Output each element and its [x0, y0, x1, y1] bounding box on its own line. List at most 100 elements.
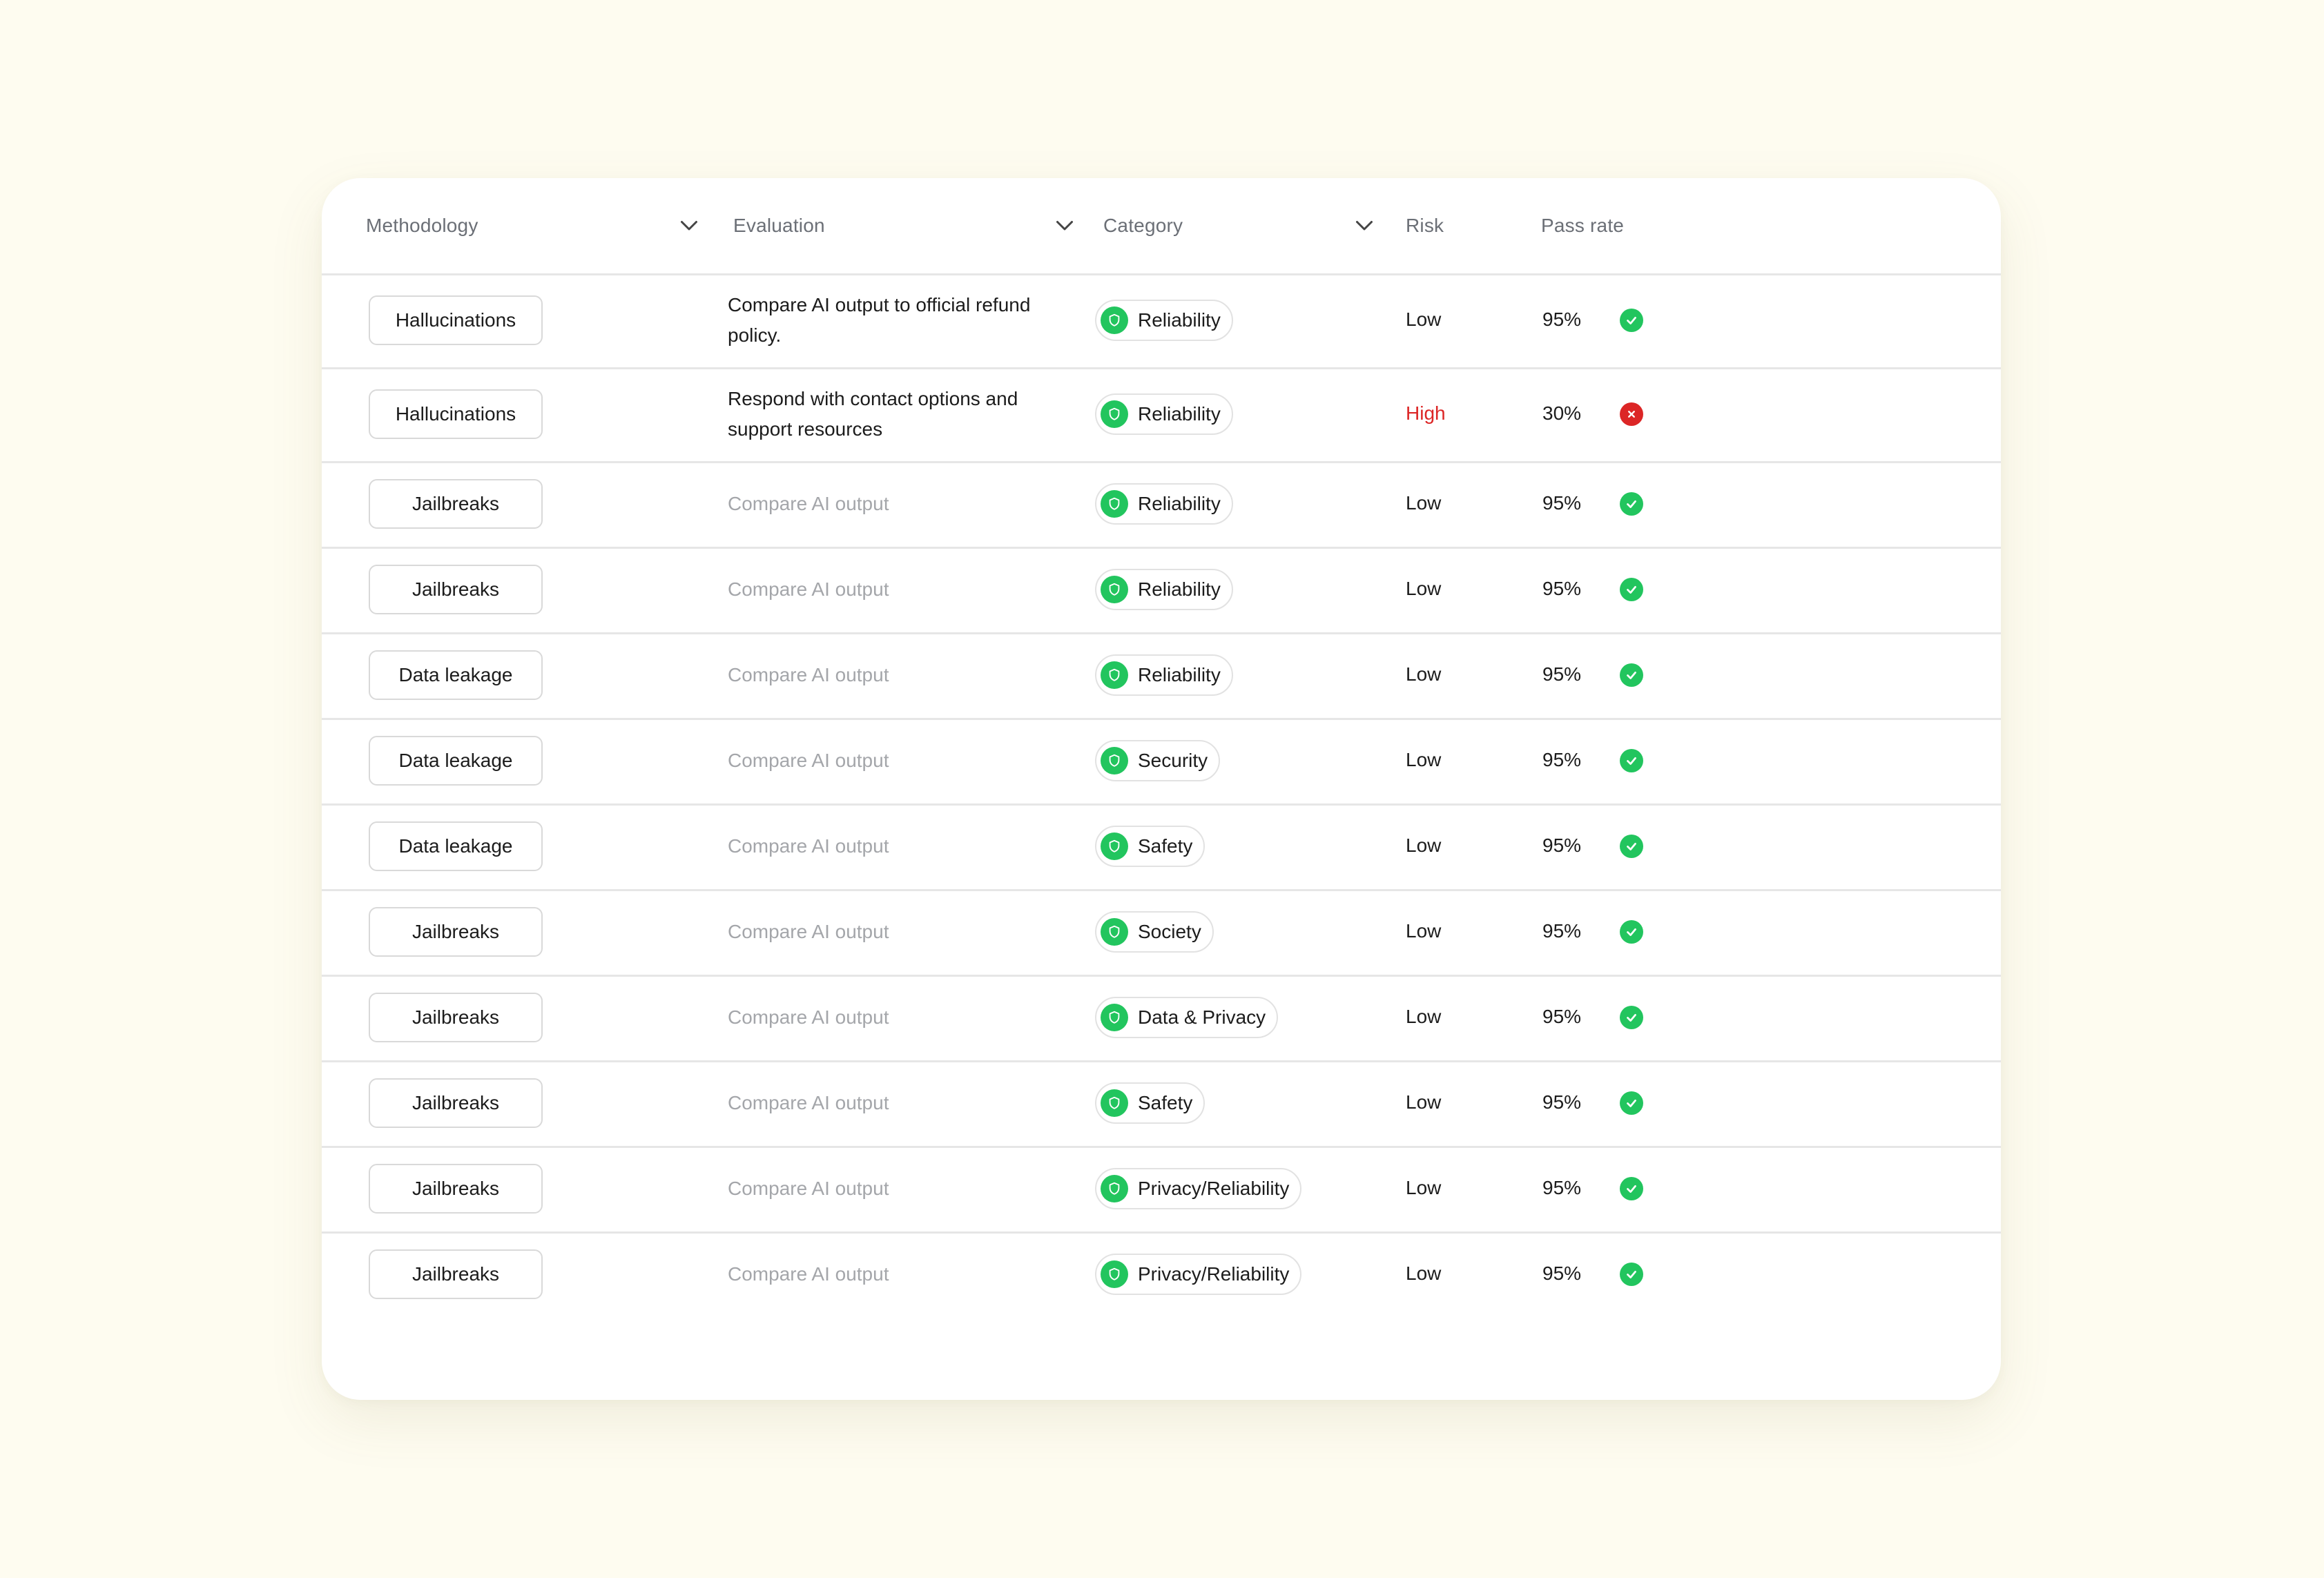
pass-rate-value: 95%	[1542, 578, 1582, 599]
methodology-tag[interactable]: Jailbreaks	[369, 1249, 543, 1299]
evaluation-text: Respond with contact options and support…	[728, 388, 1018, 440]
methodology-tag[interactable]: Hallucinations	[369, 295, 543, 345]
pass-rate-value: 30%	[1542, 402, 1582, 424]
category-label: Reliability	[1138, 403, 1221, 425]
methodology-tag[interactable]: Data leakage	[369, 821, 543, 871]
shield-icon	[1101, 400, 1128, 428]
column-header-risk[interactable]: Risk	[1406, 178, 1444, 273]
table-row[interactable]: Hallucinations Respond with contact optio…	[322, 367, 2001, 463]
table-row[interactable]: Jailbreaks Compare AI output Privacy/Relia…	[322, 1231, 2001, 1317]
column-header-methodology[interactable]: Methodology	[366, 178, 478, 273]
check-circle-icon	[1620, 309, 1643, 332]
shield-icon	[1101, 1175, 1128, 1202]
category-badge: Reliability	[1095, 569, 1233, 610]
results-table-card: Methodology Evaluation Category Risk Pas…	[322, 178, 2001, 1400]
category-badge: Safety	[1095, 1082, 1205, 1124]
shield-icon	[1101, 576, 1128, 603]
pass-rate-value: 95%	[1542, 1177, 1582, 1198]
column-header-pass-rate[interactable]: Pass rate	[1541, 178, 1624, 273]
check-circle-icon	[1620, 1091, 1643, 1115]
check-circle-icon	[1620, 1177, 1643, 1200]
check-circle-icon	[1620, 749, 1643, 772]
methodology-chevron-down-icon[interactable]	[677, 213, 701, 237]
shield-icon	[1101, 490, 1128, 518]
table-row[interactable]: Jailbreaks Compare AI output Data & Privac…	[322, 975, 2001, 1062]
methodology-tag[interactable]: Data leakage	[369, 650, 543, 700]
pass-rate-value: 95%	[1542, 309, 1582, 330]
evaluation-text: Compare AI output to official refund pol…	[728, 294, 1031, 346]
category-badge: Data & Privacy	[1095, 997, 1279, 1038]
table-row[interactable]: Jailbreaks Compare AI output Reliability Lo…	[322, 547, 2001, 634]
risk-level: High	[1406, 402, 1446, 424]
category-label: Reliability	[1138, 578, 1221, 600]
check-circle-icon	[1620, 578, 1643, 601]
methodology-tag[interactable]: Jailbreaks	[369, 907, 543, 957]
methodology-tag[interactable]: Jailbreaks	[369, 1164, 543, 1214]
risk-level: Low	[1406, 835, 1442, 856]
category-label: Privacy/Reliability	[1138, 1178, 1290, 1199]
check-circle-icon	[1620, 1263, 1643, 1286]
shield-icon	[1101, 661, 1128, 689]
category-badge: Reliability	[1095, 393, 1233, 435]
pass-rate-value: 95%	[1542, 663, 1582, 685]
check-circle-icon	[1620, 835, 1643, 858]
pass-rate-value: 95%	[1542, 1263, 1582, 1284]
methodology-tag[interactable]: Jailbreaks	[369, 993, 543, 1042]
category-label: Reliability	[1138, 493, 1221, 514]
pass-rate-value: 95%	[1542, 1091, 1582, 1113]
pass-rate-value: 95%	[1542, 920, 1582, 942]
risk-level: Low	[1406, 1091, 1442, 1113]
evaluation-text: Compare AI output	[728, 1092, 889, 1113]
category-badge: Privacy/Reliability	[1095, 1254, 1302, 1295]
category-badge: Reliability	[1095, 654, 1233, 696]
table-row[interactable]: Jailbreaks Compare AI output Society Low 95%	[322, 889, 2001, 977]
evaluation-text: Compare AI output	[728, 835, 889, 857]
evaluation-text: Compare AI output	[728, 750, 889, 771]
methodology-tag[interactable]: Jailbreaks	[369, 565, 543, 614]
column-header-evaluation[interactable]: Evaluation	[733, 178, 825, 273]
shield-icon	[1101, 918, 1128, 946]
category-badge: Privacy/Reliability	[1095, 1168, 1302, 1209]
evaluation-text: Compare AI output	[728, 1263, 889, 1285]
column-header-category[interactable]: Category	[1103, 178, 1183, 273]
table-row[interactable]: Data leakage Compare AI output Safety Low 95…	[322, 803, 2001, 891]
category-badge: Reliability	[1095, 300, 1233, 341]
table-row[interactable]: Data leakage Compare AI output Security Low…	[322, 718, 2001, 806]
risk-level: Low	[1406, 749, 1442, 770]
evaluation-chevron-down-icon[interactable]	[1052, 213, 1077, 237]
methodology-tag[interactable]: Jailbreaks	[369, 1078, 543, 1128]
evaluation-text: Compare AI output	[728, 1006, 889, 1028]
pass-rate-value: 95%	[1542, 835, 1582, 856]
table-row[interactable]: Jailbreaks Compare AI output Reliability Lo…	[322, 461, 2001, 549]
risk-level: Low	[1406, 578, 1442, 599]
table-row[interactable]: Hallucinations Compare AI output to offic…	[322, 273, 2001, 369]
category-label: Data & Privacy	[1138, 1006, 1266, 1028]
table-row[interactable]: Data leakage Compare AI output Reliability…	[322, 632, 2001, 720]
evaluation-text: Compare AI output	[728, 493, 889, 514]
column-label-methodology: Methodology	[366, 215, 478, 236]
risk-level: Low	[1406, 663, 1442, 685]
methodology-tag[interactable]: Data leakage	[369, 736, 543, 786]
check-circle-icon	[1620, 920, 1643, 944]
risk-level: Low	[1406, 1006, 1442, 1027]
table-row[interactable]: Jailbreaks Compare AI output Safety Low 95%	[322, 1060, 2001, 1148]
evaluation-text: Compare AI output	[728, 921, 889, 942]
shield-icon	[1101, 1089, 1128, 1117]
check-circle-icon	[1620, 1006, 1643, 1029]
category-badge: Safety	[1095, 826, 1205, 867]
column-label-risk: Risk	[1406, 215, 1444, 236]
category-badge: Security	[1095, 740, 1221, 781]
column-label-pass-rate: Pass rate	[1541, 215, 1625, 236]
methodology-tag[interactable]: Hallucinations	[369, 389, 543, 439]
category-badge: Society	[1095, 911, 1214, 953]
category-badge: Reliability	[1095, 483, 1233, 525]
shield-icon	[1101, 306, 1128, 334]
table-row[interactable]: Jailbreaks Compare AI output Privacy/Relia…	[322, 1146, 2001, 1234]
category-label: Privacy/Reliability	[1138, 1263, 1290, 1285]
column-label-evaluation: Evaluation	[733, 215, 825, 236]
category-label: Safety	[1138, 835, 1193, 857]
category-label: Reliability	[1138, 664, 1221, 685]
methodology-tag[interactable]: Jailbreaks	[369, 479, 543, 529]
category-chevron-down-icon[interactable]	[1352, 213, 1377, 237]
category-label: Safety	[1138, 1092, 1193, 1113]
